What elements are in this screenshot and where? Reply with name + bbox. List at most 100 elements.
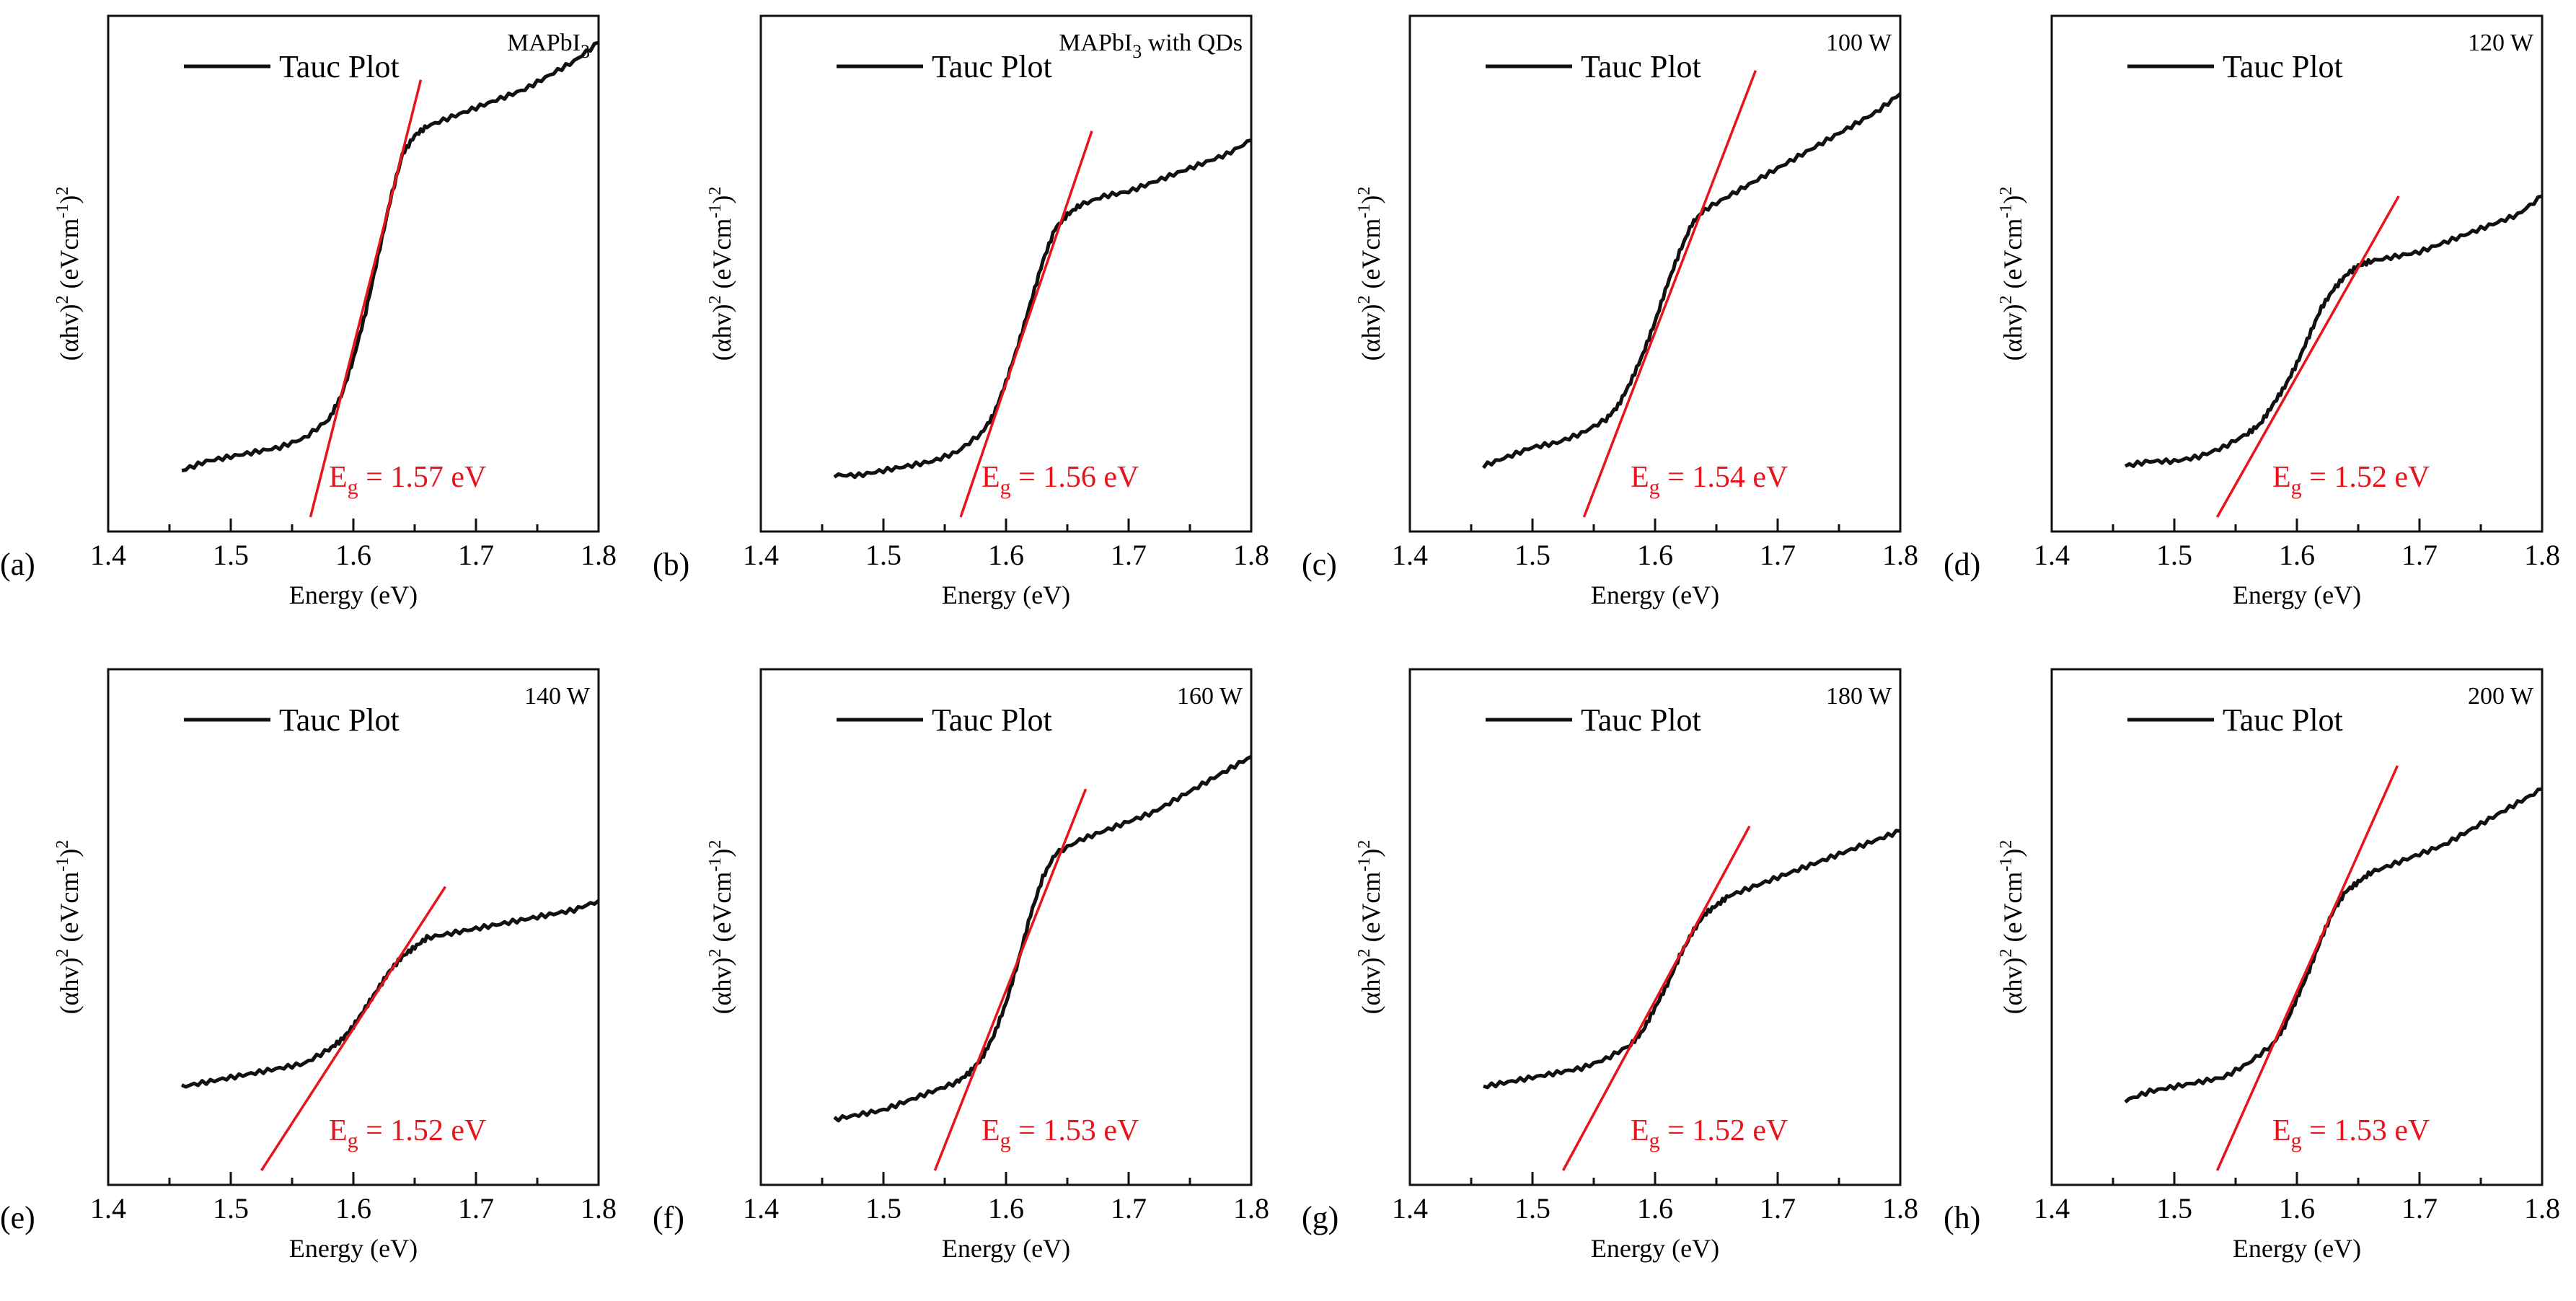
x-tick-label: 1.7	[2401, 1192, 2438, 1225]
sample-label: MAPbI3 with QDs	[1059, 30, 1243, 62]
panel-f: 1.4 1.5 1.6 1.7 1.8 Energy (eV) (αhv)2 (eVcm-1…	[653, 668, 1269, 1263]
x-axis-title: Energy (eV)	[942, 581, 1070, 609]
legend-label: Tauc Plot	[932, 702, 1052, 738]
x-tick-label: 1.5	[2156, 539, 2192, 571]
x-tick-label: 1.8	[1882, 539, 1918, 571]
legend-label: Tauc Plot	[1581, 49, 1701, 84]
sample-label: 180 W	[1826, 683, 1892, 710]
x-tick-label: 1.6	[1637, 539, 1673, 571]
tauc-data-line	[181, 40, 599, 472]
x-tick-label: 1.6	[2279, 1192, 2315, 1225]
x-tick-label: 1.7	[458, 1192, 494, 1225]
panel-d: 1.4 1.5 1.6 1.7 1.8 Energy (eV) (αhv)2 (eVcm-1…	[1944, 14, 2560, 609]
x-axis-title: Energy (eV)	[1591, 1234, 1719, 1263]
x-tick-label: 1.8	[2524, 539, 2560, 571]
panel-letter: (a)	[0, 547, 35, 582]
sample-label: MAPbI3	[507, 30, 590, 62]
x-tick-label: 1.5	[213, 1192, 249, 1225]
x-axis-title: Energy (eV)	[289, 581, 418, 609]
plot-frame	[2050, 668, 2544, 1186]
panel-letter: (g)	[1302, 1200, 1338, 1235]
plot-frame	[1408, 14, 1902, 533]
tauc-data-line	[2124, 787, 2543, 1104]
plot-frame	[107, 668, 600, 1186]
tauc-data-line	[181, 899, 600, 1089]
bandgap-fit-line	[959, 131, 1093, 518]
plot-frame	[2050, 14, 2544, 533]
x-tick-label: 1.5	[1514, 1192, 1551, 1225]
x-tick-label: 1.5	[213, 539, 249, 571]
panel-letter: (h)	[1944, 1200, 1980, 1235]
bandgap-fit-line	[1582, 70, 1757, 518]
tauc-data-line	[1483, 829, 1901, 1090]
x-tick-label: 1.6	[2279, 539, 2315, 571]
bandgap-fit-line	[2215, 195, 2400, 518]
legend-label: Tauc Plot	[1581, 702, 1701, 738]
x-axis-title: Energy (eV)	[1591, 581, 1719, 609]
x-tick-label: 1.7	[458, 539, 494, 571]
x-tick-label: 1.4	[743, 539, 779, 571]
bandgap-fit-line	[2215, 765, 2399, 1171]
legend-label: Tauc Plot	[2223, 49, 2343, 84]
x-tick-label: 1.6	[1637, 1192, 1673, 1225]
sample-label: 200 W	[2468, 683, 2534, 710]
y-axis-title: (αhv)2 (eVcm-1)2	[706, 187, 736, 361]
panel-letter: (f)	[653, 1200, 684, 1235]
legend-label: Tauc Plot	[279, 702, 400, 738]
panel-letter: (d)	[1944, 547, 1980, 582]
panel-g: 1.4 1.5 1.6 1.7 1.8 Energy (eV) (αhv)2 (eVcm-1…	[1302, 668, 1918, 1263]
x-tick-label: 1.8	[1882, 1192, 1918, 1225]
sample-label: 140 W	[524, 683, 591, 710]
bandgap-annotation: Eg = 1.53 eV	[2272, 1114, 2430, 1152]
x-axis-title: Energy (eV)	[2233, 581, 2361, 609]
x-tick-label: 1.6	[335, 539, 371, 571]
y-axis-title: (αhv)2 (eVcm-1)2	[1355, 187, 1385, 361]
x-tick-label: 1.6	[988, 539, 1024, 571]
bandgap-annotation: Eg = 1.54 eV	[1631, 461, 1788, 499]
x-axis-title: Energy (eV)	[2233, 1234, 2361, 1263]
bandgap-annotation: Eg = 1.56 eV	[982, 461, 1139, 499]
bandgap-annotation: Eg = 1.52 eV	[1631, 1114, 1788, 1152]
plot-frame	[107, 14, 600, 533]
plot-frame	[759, 14, 1253, 533]
panel-b: 1.4 1.5 1.6 1.7 1.8 Energy (eV) (αhv)2 (eVcm-1…	[653, 14, 1269, 609]
bandgap-fit-line	[933, 788, 1088, 1171]
y-axis-title: (αhv)2 (eVcm-1)2	[1355, 840, 1385, 1015]
x-axis-title: Energy (eV)	[289, 1234, 418, 1263]
x-tick-label: 1.8	[2524, 1192, 2560, 1225]
x-tick-label: 1.7	[2401, 539, 2438, 571]
tauc-data-line	[833, 754, 1253, 1123]
panel-c: 1.4 1.5 1.6 1.7 1.8 Energy (eV) (αhv)2 (eVcm-1…	[1302, 14, 1918, 609]
bandgap-fit-line	[1561, 825, 1751, 1171]
panel-a: 1.4 1.5 1.6 1.7 1.8 Energy (eV) (αhv)2 (eVcm-1…	[0, 14, 617, 609]
plot-frame	[1408, 668, 1902, 1186]
x-tick-label: 1.4	[743, 1192, 779, 1225]
x-tick-label: 1.4	[90, 539, 126, 571]
plot-frame	[759, 668, 1253, 1186]
bandgap-fit-line	[309, 79, 423, 518]
x-tick-label: 1.5	[865, 539, 901, 571]
panel-h: 1.4 1.5 1.6 1.7 1.8 Energy (eV) (αhv)2 (eVcm-1…	[1944, 668, 2560, 1263]
x-tick-label: 1.8	[1233, 539, 1269, 571]
bandgap-annotation: Eg = 1.53 eV	[982, 1114, 1139, 1152]
legend-label: Tauc Plot	[279, 49, 400, 84]
x-tick-label: 1.4	[2034, 539, 2070, 571]
x-tick-label: 1.8	[581, 1192, 617, 1225]
x-tick-label: 1.8	[581, 539, 617, 571]
panel-e: 1.4 1.5 1.6 1.7 1.8 Energy (eV) (αhv)2 (eVcm-1…	[0, 668, 617, 1263]
x-tick-label: 1.4	[1392, 539, 1428, 571]
x-tick-label: 1.8	[1233, 1192, 1269, 1225]
x-tick-label: 1.5	[1514, 539, 1551, 571]
y-axis-title: (αhv)2 (eVcm-1)2	[53, 840, 84, 1015]
sample-label: 160 W	[1177, 683, 1243, 710]
y-axis-title: (αhv)2 (eVcm-1)2	[1997, 840, 2027, 1015]
x-tick-label: 1.7	[1760, 539, 1796, 571]
x-tick-label: 1.7	[1111, 1192, 1147, 1225]
tauc-data-line	[1481, 92, 1902, 469]
x-tick-label: 1.5	[865, 1192, 901, 1225]
sample-label: 120 W	[2468, 30, 2534, 56]
bandgap-annotation: Eg = 1.57 eV	[329, 461, 486, 499]
x-tick-label: 1.4	[1392, 1192, 1428, 1225]
x-tick-label: 1.4	[90, 1192, 126, 1225]
